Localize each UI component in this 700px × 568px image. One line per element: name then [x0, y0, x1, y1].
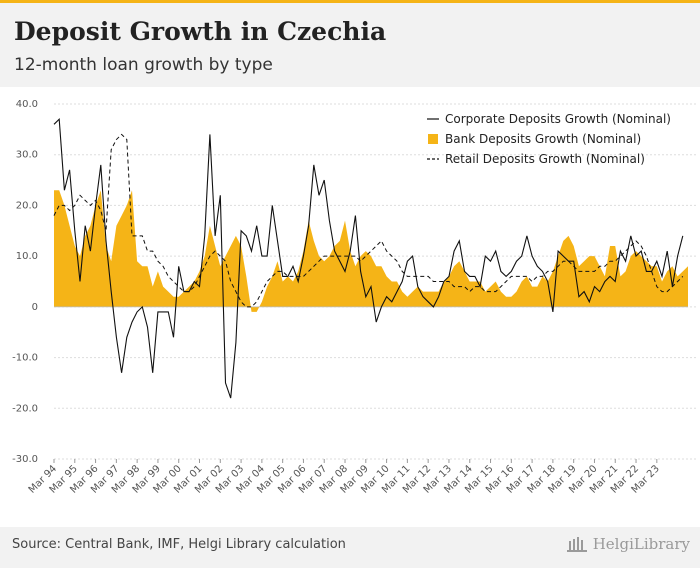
legend: Corporate Deposits Growth (Nominal) Bank … — [427, 112, 671, 166]
legend-swatch-bank — [428, 134, 438, 144]
chart-header: Deposit Growth in Czechia 12-month loan … — [0, 3, 700, 87]
y-tick-label: 40.0 — [16, 99, 38, 110]
y-tick-label: 10.0 — [16, 251, 38, 262]
chart-svg: 40.0 30.0 20.0 10.0 0 -10.0 -20.0 -30.0 Mar 94M… — [12, 99, 696, 496]
y-tick-label: -10.0 — [12, 353, 38, 364]
series-area-bank — [54, 190, 688, 312]
footer: Source: Central Bank, IMF, Helgi Library… — [0, 527, 700, 568]
source-note: Source: Central Bank, IMF, Helgi Library… — [12, 537, 346, 552]
library-icon — [566, 537, 587, 552]
legend-label: Retail Deposits Growth (Nominal) — [445, 152, 645, 166]
y-axis-ticks: 40.0 30.0 20.0 10.0 0 -10.0 -20.0 -30.0 — [12, 99, 38, 465]
y-tick-label: 0 — [32, 302, 38, 313]
series-line-corporate — [53, 117, 684, 399]
y-tick-label: -30.0 — [12, 454, 38, 465]
y-tick-label: -20.0 — [12, 403, 38, 414]
legend-label: Bank Deposits Growth (Nominal) — [445, 132, 641, 146]
brand-logo: HelgiLibrary — [566, 535, 690, 553]
series-line-retail — [53, 133, 684, 308]
chart-area: 40.0 30.0 20.0 10.0 0 -10.0 -20.0 -30.0 Mar 94 M… — [0, 87, 700, 527]
accent-bar — [0, 0, 700, 3]
chart-subtitle: 12-month loan growth by type — [14, 55, 273, 75]
y-tick-label: 20.0 — [16, 200, 38, 211]
brand-name: HelgiLibrary — [592, 535, 690, 553]
legend-label: Corporate Deposits Growth (Nominal) — [445, 112, 671, 126]
series-layer — [53, 117, 688, 399]
y-tick-label: 30.0 — [16, 150, 38, 161]
chart-title: Deposit Growth in Czechia — [14, 17, 387, 46]
